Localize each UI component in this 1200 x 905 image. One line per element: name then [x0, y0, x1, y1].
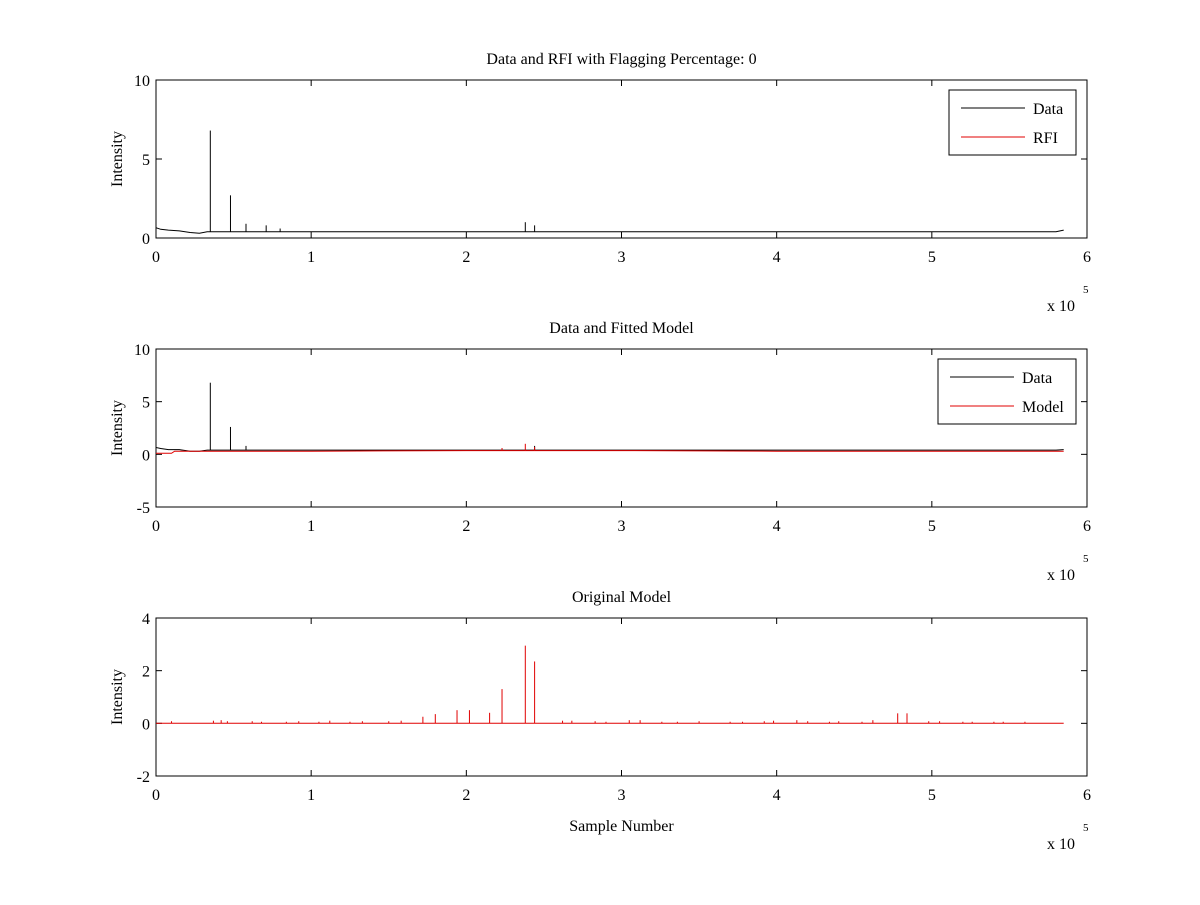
x-tick-label: 3	[618, 518, 626, 535]
x-exponent-power: 5	[1083, 284, 1089, 296]
x-tick-label: 4	[773, 518, 781, 535]
x-tick-label: 0	[152, 518, 160, 535]
legend-entry: Model	[1022, 399, 1064, 416]
legend-entry: RFI	[1033, 130, 1058, 147]
y-tick-label: -5	[137, 500, 150, 517]
x-tick-label: 5	[928, 787, 936, 804]
x-tick-label: 6	[1083, 518, 1091, 535]
legend-entry: Data	[1033, 101, 1063, 118]
series-line	[156, 227, 1064, 234]
x-tick-label: 5	[928, 249, 936, 266]
y-tick-label: 0	[142, 447, 150, 464]
x-tick-label: 4	[773, 249, 781, 266]
y-tick-label: -2	[137, 769, 150, 786]
series-data	[156, 382, 1064, 452]
x-tick-label: 2	[462, 249, 470, 266]
legend-box	[948, 89, 1077, 156]
x-tick-label: 6	[1083, 787, 1091, 804]
x-tick-label: 3	[618, 249, 626, 266]
x-exponent-label: x 10	[1047, 298, 1075, 315]
legend: Data RFI	[948, 89, 1077, 156]
y-axis-label: Intensity	[109, 400, 126, 456]
legend-entry: Data	[1022, 370, 1052, 387]
x-tick-label: 0	[152, 787, 160, 804]
x-exponent-power: 5	[1083, 822, 1089, 834]
x-exponent-power: 5	[1083, 553, 1089, 565]
subplot-1: 0 1 2 3 4 5 6 0 5 10 x 10 5 Data and RFI with Flaggi…	[109, 51, 1091, 315]
y-tick-label: 2	[142, 664, 150, 681]
x-axis-label: Sample Number	[569, 818, 674, 835]
y-tick-label: 4	[142, 611, 150, 628]
series-data	[156, 130, 1064, 234]
y-tick-label: 5	[142, 395, 150, 412]
x-exponent-label: x 10	[1047, 836, 1075, 853]
axes-box	[155, 617, 1088, 777]
y-axis-label: Intensity	[109, 131, 126, 187]
series-line	[156, 450, 1064, 454]
y-tick-label: 5	[142, 152, 150, 169]
chart-title: Original Model	[572, 589, 672, 606]
legend-box	[937, 358, 1077, 425]
x-tick-label: 0	[152, 249, 160, 266]
x-tick-label: 2	[462, 787, 470, 804]
y-tick-label: 0	[142, 716, 150, 733]
legend: Data Model	[937, 358, 1077, 425]
axes-box	[155, 79, 1088, 239]
y-axis-label: Intensity	[109, 669, 126, 725]
series-model	[156, 443, 1064, 454]
x-exponent-label: x 10	[1047, 567, 1075, 584]
series-line	[156, 447, 1064, 452]
x-tick-label: 1	[307, 249, 315, 266]
y-tick-label: 0	[142, 231, 150, 248]
series-line	[156, 645, 1064, 724]
chart-title: Data and Fitted Model	[549, 320, 694, 337]
chart-title: Data and RFI with Flagging Percentage: 0	[486, 51, 756, 68]
y-tick-label: 10	[134, 342, 150, 359]
x-tick-label: 3	[618, 787, 626, 804]
x-tick-label: 6	[1083, 249, 1091, 266]
x-tick-label: 2	[462, 518, 470, 535]
x-tick-label: 5	[928, 518, 936, 535]
x-tick-label: 4	[773, 787, 781, 804]
x-tick-label: 1	[307, 787, 315, 804]
y-tick-label: 10	[134, 73, 150, 90]
axes-box	[155, 348, 1088, 508]
x-tick-label: 1	[307, 518, 315, 535]
